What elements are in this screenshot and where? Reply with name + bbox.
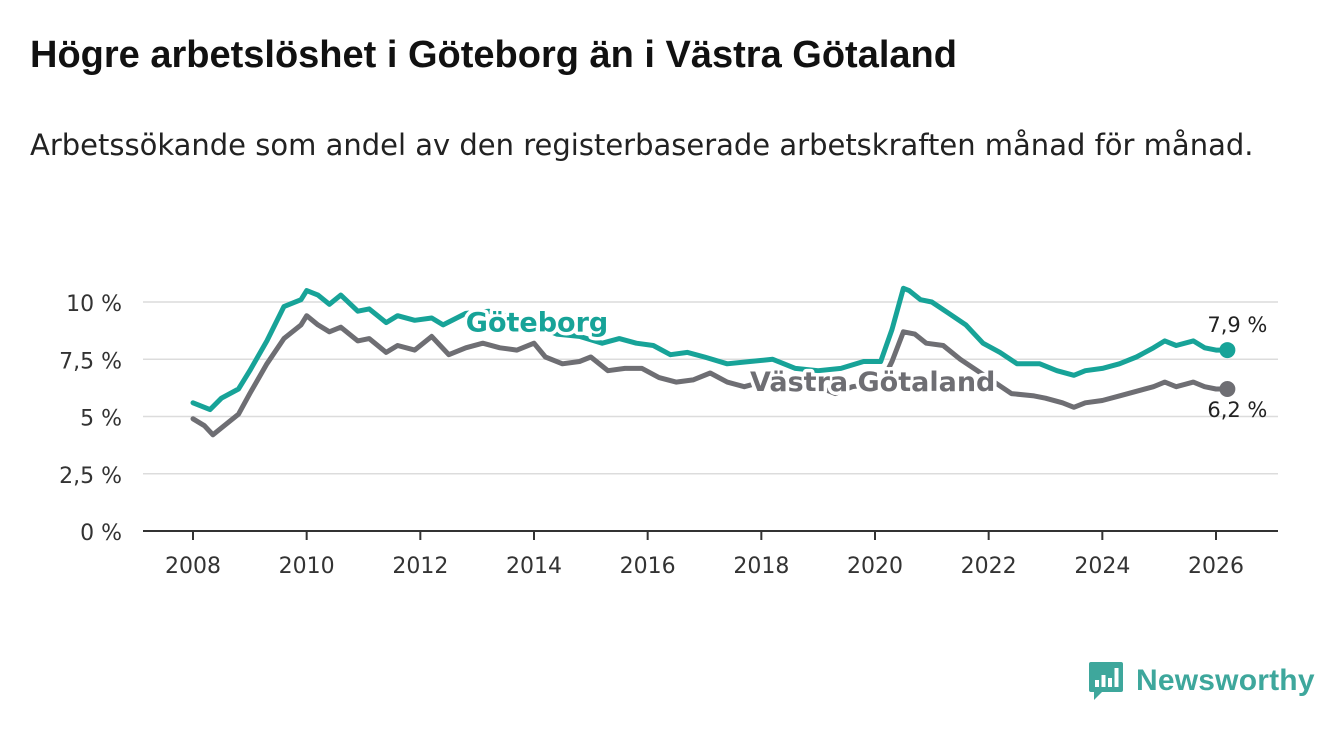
newsworthy-logo: Newsworthy (1088, 660, 1315, 702)
end-point-vastra-gotaland (1219, 381, 1236, 398)
series-labels: 7,9 % 6,2 % Göteborg Västra Götaland (462, 304, 1267, 422)
x-tick-label: 2012 (392, 554, 448, 579)
series-name-label: Göteborg (466, 307, 608, 338)
brand-name: Newsworthy (1136, 664, 1315, 697)
gridlines (143, 301, 1278, 475)
x-tick-label: 2016 (620, 554, 676, 579)
series-lines (190, 285, 1236, 438)
series-line-goteborg (190, 285, 1230, 413)
y-tick-label: 7,5 % (59, 349, 122, 374)
x-tick-label: 2014 (506, 554, 562, 579)
x-tick-label: 2008 (165, 554, 221, 579)
x-tick-label: 2022 (961, 554, 1017, 579)
axes: 0 % 2,5 % 5 % 7,5 % 10 % 2008 2010 2012 2014 2016… (59, 292, 1278, 579)
y-tick-label: 2,5 % (59, 464, 122, 489)
newsworthy-logo-icon (1089, 662, 1123, 700)
end-point-goteborg (1219, 342, 1236, 359)
chart-title: Högre arbetslöshet i Göteborg än i Västr… (30, 34, 957, 76)
series-name-label: Västra Götaland (750, 367, 995, 398)
y-tick-label: 0 % (80, 521, 122, 546)
x-tick-label: 2010 (279, 554, 335, 579)
x-tick-label: 2020 (847, 554, 903, 579)
x-tick-label: 2026 (1188, 554, 1244, 579)
y-tick-label: 5 % (80, 407, 122, 432)
series-line-vastra-gotaland (190, 313, 1230, 438)
end-value-label: 7,9 % (1207, 313, 1267, 337)
end-value-label: 6,2 % (1207, 398, 1267, 422)
x-tick-label: 2018 (733, 554, 789, 579)
x-tick-label: 2024 (1074, 554, 1130, 579)
chart-subtitle: Arbetssökande som andel av den registerb… (30, 128, 1254, 162)
y-tick-label: 10 % (66, 292, 122, 317)
